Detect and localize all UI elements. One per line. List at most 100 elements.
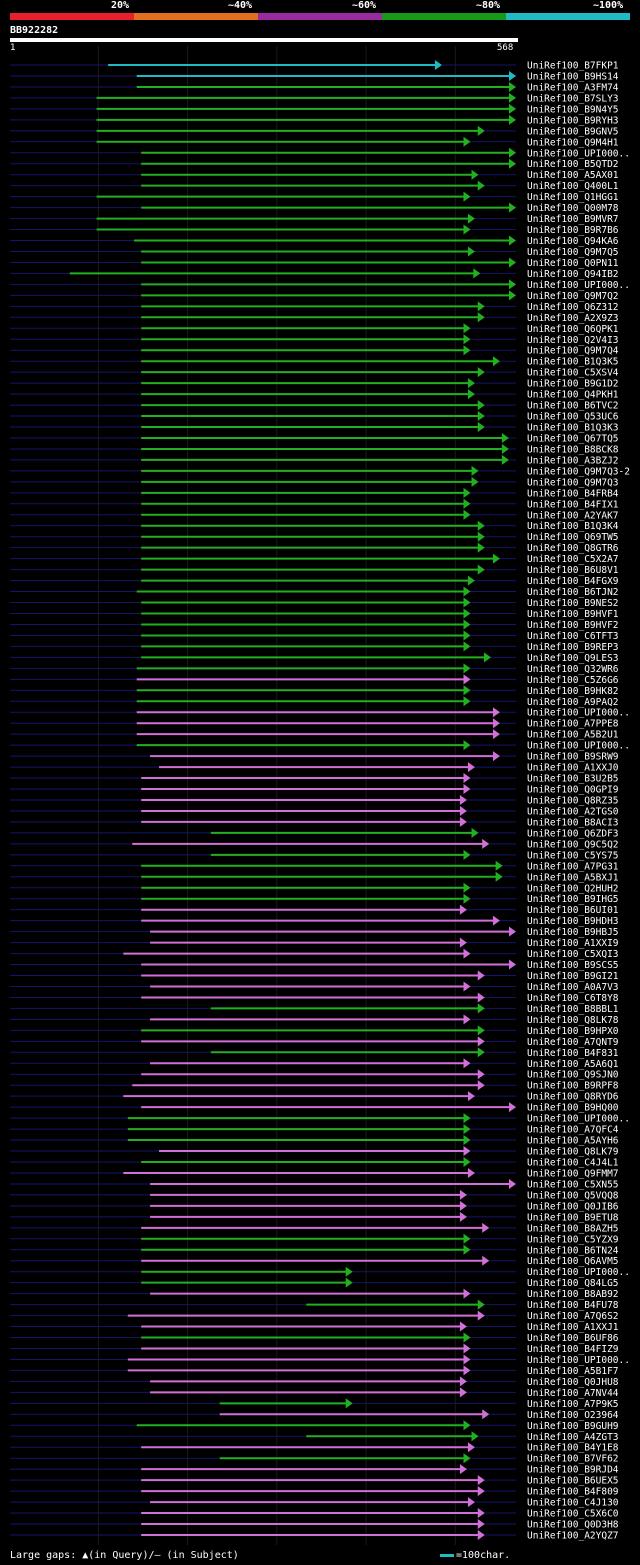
hit-label[interactable]: UniRef100_B7SLY3: [527, 93, 619, 104]
hit-label[interactable]: UniRef100_Q5VQQ8: [527, 1190, 619, 1201]
hit-label[interactable]: UniRef100_Q0D3H8: [527, 1520, 619, 1531]
hit-label[interactable]: UniRef100_B7VF62: [527, 1454, 619, 1465]
hit-label[interactable]: UniRef100_Q8LK78: [527, 1015, 619, 1026]
hit-label[interactable]: UniRef100_A0A7V3: [527, 982, 619, 993]
hit-label[interactable]: UniRef100_C6T8Y8: [527, 993, 619, 1004]
hit-label[interactable]: UniRef100_B4FIX1: [527, 499, 619, 510]
hit-label[interactable]: UniRef100_A1XXJ0: [527, 763, 619, 774]
hit-label[interactable]: UniRef100_A2YAK7: [527, 510, 619, 521]
hit-label[interactable]: UniRef100_B5QTD2: [527, 159, 619, 170]
hit-label[interactable]: UniRef100_UPI000..: [527, 280, 630, 291]
hit-label[interactable]: UniRef100_B9GUH9: [527, 1421, 619, 1432]
hit-label[interactable]: UniRef100_B4F809: [527, 1487, 619, 1498]
hit-label[interactable]: UniRef100_Q53UC6: [527, 412, 619, 423]
hit-label[interactable]: UniRef100_Q8GTR6: [527, 543, 619, 554]
hit-label[interactable]: UniRef100_UPI000..: [527, 148, 630, 159]
hit-label[interactable]: UniRef100_B4Y1E8: [527, 1443, 619, 1454]
hit-label[interactable]: UniRef100_A5B2U1: [527, 730, 619, 741]
hit-label[interactable]: UniRef100_C5X2A7: [527, 554, 619, 565]
hit-label[interactable]: UniRef100_B6UI01: [527, 905, 619, 916]
hit-label[interactable]: UniRef100_Q6Z312: [527, 302, 619, 313]
hit-label[interactable]: UniRef100_Q67TQ5: [527, 433, 619, 444]
hit-label[interactable]: UniRef100_A7QFC4: [527, 1125, 619, 1136]
hit-label[interactable]: UniRef100_Q9FMM7: [527, 1168, 619, 1179]
hit-label[interactable]: UniRef100_Q8RZ35: [527, 795, 619, 806]
hit-label[interactable]: UniRef100_UPI000..: [527, 1355, 630, 1366]
hit-label[interactable]: UniRef100_B9HQ00: [527, 1103, 619, 1114]
hit-label[interactable]: UniRef100_A5AYH6: [527, 1136, 619, 1147]
hit-label[interactable]: UniRef100_B8BCK8: [527, 444, 619, 455]
hit-label[interactable]: UniRef100_A7NV44: [527, 1388, 619, 1399]
hit-label[interactable]: UniRef100_A2X9Z3: [527, 313, 619, 324]
hit-label[interactable]: UniRef100_B9SCS5: [527, 960, 619, 971]
hit-label[interactable]: UniRef100_A5AX01: [527, 170, 619, 181]
hit-label[interactable]: UniRef100_Q32WR6: [527, 664, 619, 675]
hit-label[interactable]: UniRef100_A7PG31: [527, 861, 619, 872]
hit-label[interactable]: UniRef100_Q94IB2: [527, 269, 619, 280]
hit-label[interactable]: UniRef100_B9GI21: [527, 971, 619, 982]
hit-label[interactable]: UniRef100_B9HBJ5: [527, 927, 619, 938]
hit-label[interactable]: UniRef100_C5YS75: [527, 850, 619, 861]
hit-label[interactable]: UniRef100_C5Z6G6: [527, 675, 619, 686]
hit-label[interactable]: UniRef100_A9PAQ2: [527, 697, 619, 708]
hit-label[interactable]: UniRef100_C5XSV4: [527, 368, 619, 379]
hit-label[interactable]: UniRef100_Q9C5Q2: [527, 839, 619, 850]
hit-label[interactable]: UniRef100_Q0GPI9: [527, 785, 619, 796]
hit-label[interactable]: UniRef100_Q0JIB6: [527, 1201, 619, 1212]
hit-label[interactable]: UniRef100_Q2HUH2: [527, 883, 619, 894]
hit-label[interactable]: UniRef100_B7FKP1: [527, 61, 619, 72]
hit-label[interactable]: UniRef100_Q9M7Q3-2: [527, 466, 630, 477]
hit-label[interactable]: UniRef100_A3FM74: [527, 82, 619, 93]
hit-label[interactable]: UniRef100_C6TFT3: [527, 631, 619, 642]
hit-label[interactable]: UniRef100_Q8LK79: [527, 1147, 619, 1158]
hit-label[interactable]: UniRef100_B1Q3K5: [527, 357, 619, 368]
hit-label[interactable]: UniRef100_B9SRW9: [527, 752, 619, 763]
hit-label[interactable]: UniRef100_Q69TW5: [527, 532, 619, 543]
hit-label[interactable]: UniRef100_UPI000..: [527, 708, 630, 719]
hit-label[interactable]: UniRef100_Q6AVM5: [527, 1256, 619, 1267]
hit-label[interactable]: UniRef100_B6TN24: [527, 1245, 619, 1256]
hit-label[interactable]: UniRef100_B9RYH3: [527, 115, 619, 126]
hit-label[interactable]: UniRef100_B4FRB4: [527, 488, 619, 499]
hit-label[interactable]: UniRef100_C4J130: [527, 1498, 619, 1509]
hit-label[interactable]: UniRef100_Q4PKH1: [527, 390, 619, 401]
hit-label[interactable]: UniRef100_B4FIZ9: [527, 1344, 619, 1355]
hit-label[interactable]: UniRef100_B8AZH5: [527, 1223, 619, 1234]
hit-label[interactable]: UniRef100_Q9M7Q4: [527, 346, 619, 357]
hit-label[interactable]: UniRef100_B9RPF8: [527, 1081, 619, 1092]
hit-label[interactable]: UniRef100_C4J4L1: [527, 1158, 619, 1169]
hit-label[interactable]: UniRef100_Q94KA6: [527, 236, 619, 247]
hit-label[interactable]: UniRef100_Q84LG5: [527, 1278, 619, 1289]
hit-label[interactable]: UniRef100_B1Q3K3: [527, 423, 619, 434]
hit-label[interactable]: UniRef100_B6TJN2: [527, 587, 619, 598]
hit-label[interactable]: UniRef100_B9HK82: [527, 686, 619, 697]
hit-label[interactable]: UniRef100_Q9M7Q2: [527, 291, 619, 302]
hit-label[interactable]: UniRef100_Q2V4I3: [527, 335, 619, 346]
hit-label[interactable]: UniRef100_Q9M7Q3: [527, 477, 619, 488]
hit-label[interactable]: UniRef100_B1Q3K4: [527, 521, 619, 532]
hit-label[interactable]: UniRef100_A7Q6S2: [527, 1311, 619, 1322]
hit-label[interactable]: UniRef100_A7QNT9: [527, 1037, 619, 1048]
hit-label[interactable]: UniRef100_A3BZJ2: [527, 455, 619, 466]
hit-label[interactable]: UniRef100_A1XXI9: [527, 938, 619, 949]
hit-label[interactable]: UniRef100_Q0PN11: [527, 258, 619, 269]
hit-label[interactable]: UniRef100_B9R7B6: [527, 225, 619, 236]
hit-label[interactable]: UniRef100_B9N4Y5: [527, 104, 619, 115]
hit-label[interactable]: UniRef100_B3U2B5: [527, 774, 619, 785]
hit-label[interactable]: UniRef100_A2YQZ7: [527, 1530, 619, 1541]
hit-label[interactable]: UniRef100_Q6ZDF3: [527, 828, 619, 839]
hit-label[interactable]: UniRef100_Q6QPK1: [527, 324, 619, 335]
hit-label[interactable]: UniRef100_B9GNV5: [527, 126, 619, 137]
hit-label[interactable]: UniRef100_Q00M78: [527, 203, 619, 214]
hit-label[interactable]: UniRef100_Q400L1: [527, 181, 619, 192]
hit-label[interactable]: UniRef100_UPI000..: [527, 1114, 630, 1125]
hit-label[interactable]: UniRef100_B9HVF2: [527, 620, 619, 631]
hit-label[interactable]: UniRef100_B4F831: [527, 1048, 619, 1059]
hit-label[interactable]: UniRef100_B6UF86: [527, 1333, 619, 1344]
hit-label[interactable]: UniRef100_B4FGX9: [527, 576, 619, 587]
hit-label[interactable]: UniRef100_B8AB92: [527, 1289, 619, 1300]
hit-label[interactable]: UniRef100_B9G1D2: [527, 379, 619, 390]
hit-label[interactable]: UniRef100_Q8RYD6: [527, 1092, 619, 1103]
hit-label[interactable]: UniRef100_B9RJD4: [527, 1465, 619, 1476]
hit-label[interactable]: UniRef100_Q0JHU8: [527, 1377, 619, 1388]
